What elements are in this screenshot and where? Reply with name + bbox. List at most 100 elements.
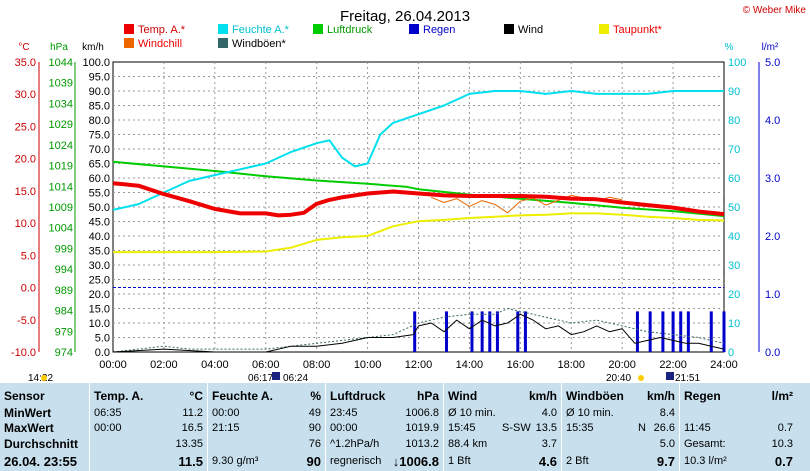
sensor-title: Sensor bbox=[4, 389, 45, 403]
temp-tick-label: -10.0 bbox=[11, 347, 36, 359]
series-layer bbox=[112, 90, 726, 353]
wind-tick-label: 85.0 bbox=[89, 101, 110, 113]
sunset-time: 20:40 bbox=[606, 373, 631, 383]
rain-bar bbox=[470, 311, 474, 352]
time-tick-label: 16:00 bbox=[507, 359, 535, 371]
humidity-min-time: 00:00 bbox=[212, 407, 240, 419]
pressure-tick-label: 989 bbox=[55, 285, 73, 297]
legend-swatch bbox=[599, 24, 609, 34]
humidity-tick-label: 10 bbox=[728, 318, 740, 330]
temp-max: 16.5 bbox=[181, 422, 203, 434]
wind-avg10: 4.0 bbox=[541, 407, 557, 419]
stats-temp: Temp. A. °C 06:35 11.2 00:00 16.5 13.35 11.… bbox=[89, 383, 207, 471]
time-tick-label: 22:00 bbox=[659, 359, 687, 371]
legend-label: Windchill bbox=[138, 38, 182, 50]
rain-bar bbox=[671, 311, 675, 352]
wind-tick-label: 45.0 bbox=[89, 217, 110, 229]
series-line-tempa bbox=[112, 181, 725, 218]
rain-title: Regen bbox=[684, 389, 721, 403]
time-tick-label: 12:00 bbox=[405, 359, 433, 371]
temp-tick-label: 10.0 bbox=[15, 218, 36, 230]
gust-title: Windböen bbox=[566, 389, 624, 403]
temp-min-time: 06:35 bbox=[94, 407, 122, 419]
rain-tick-label: 0.0 bbox=[765, 347, 780, 359]
legend-swatch bbox=[409, 24, 419, 34]
humidity-tick-label: 20 bbox=[728, 289, 740, 301]
rain-tick-label: 1.0 bbox=[765, 289, 780, 301]
legend-swatch bbox=[124, 38, 134, 48]
sunrise-icon bbox=[272, 372, 280, 380]
wind-run: 88.4 km bbox=[448, 438, 488, 450]
pressure-max-time: 00:00 bbox=[330, 422, 358, 434]
legend-label: Luftdruck bbox=[327, 24, 373, 36]
legend-swatch bbox=[313, 24, 323, 34]
humidity-max-time: 21:15 bbox=[212, 422, 240, 434]
rain-bar bbox=[709, 311, 713, 352]
rain-bar bbox=[635, 311, 639, 352]
rain-tick-label: 4.0 bbox=[765, 115, 780, 127]
temp-unit: °C bbox=[189, 389, 203, 403]
rain-max-time: 11:45 bbox=[684, 422, 711, 434]
copyright: © Weber Mike bbox=[743, 5, 807, 16]
wind-tick-label: 70.0 bbox=[89, 144, 110, 156]
temp-min: 11.2 bbox=[182, 407, 203, 419]
time-tick-label: 06:00 bbox=[252, 359, 280, 371]
humidity-tick-label: 50 bbox=[728, 202, 740, 214]
humidity-current: 90 bbox=[306, 454, 321, 469]
pressure-tick-label: 999 bbox=[55, 243, 73, 255]
time-tick-label: 02:00 bbox=[150, 359, 178, 371]
series-line-wind bbox=[112, 313, 725, 353]
humidity-tick-label: 30 bbox=[728, 260, 740, 272]
temp-axis-unit: °C bbox=[18, 42, 29, 53]
sunset-mark: 21:51 bbox=[675, 373, 700, 383]
wind-tick-label: 40.0 bbox=[89, 231, 110, 243]
rain-bar bbox=[480, 311, 484, 352]
sun-icon bbox=[638, 375, 644, 381]
pressure-tick-label: 974 bbox=[55, 347, 73, 359]
legend-swatch bbox=[124, 24, 134, 34]
gust-unit: km/h bbox=[646, 389, 675, 403]
legend-label: Wind bbox=[518, 24, 543, 36]
legend-label: Windböen* bbox=[232, 38, 287, 50]
wind-max: 13.5 bbox=[535, 422, 557, 434]
temp-current: 11.5 bbox=[178, 454, 203, 469]
rain-bar bbox=[495, 311, 499, 352]
pressure-title: Luftdruck bbox=[330, 389, 386, 403]
rain-bar bbox=[445, 311, 449, 352]
chart-title: Freitag, 26.04.2013 bbox=[340, 8, 470, 25]
rain-total: 10.3 bbox=[771, 438, 793, 450]
pressure-tick-label: 1019 bbox=[49, 161, 73, 173]
wind-tick-label: 25.0 bbox=[89, 275, 110, 287]
wind-tick-label: 95.0 bbox=[89, 72, 110, 84]
pressure-tick-label: 1029 bbox=[49, 119, 73, 131]
legend-swatch bbox=[218, 38, 228, 48]
sunrise-time: 06:17 bbox=[248, 373, 273, 383]
row-label-min: MinWert bbox=[4, 406, 52, 420]
rain-day-total: 10.3 l/m² bbox=[684, 455, 727, 467]
rain-bar bbox=[523, 311, 527, 352]
temp-avg: 13.35 bbox=[175, 438, 203, 450]
pressure-tick-label: 1044 bbox=[49, 57, 73, 69]
temp-tick-label: 30.0 bbox=[15, 89, 36, 101]
rain-current: 0.7 bbox=[774, 454, 793, 469]
pressure-current: ↓1006.8 bbox=[392, 454, 439, 469]
temp-max-time: 00:00 bbox=[94, 422, 122, 434]
stats-pressure: Luftdruck hPa 23:45 1006.8 00:00 1019.9 ^1.… bbox=[325, 383, 443, 471]
wind-avg-label: Ø 10 min. bbox=[448, 407, 496, 419]
pressure-tick-label: 984 bbox=[55, 306, 73, 318]
rain-unit: l/m² bbox=[771, 389, 793, 403]
absolute-humidity: 9.30 g/m³ bbox=[212, 455, 259, 467]
gust-bft: 2 Bft bbox=[566, 455, 589, 467]
temp-tick-label: 20.0 bbox=[15, 154, 36, 166]
temp-tick-label: 5.0 bbox=[21, 250, 36, 262]
legend-label: Temp. A.* bbox=[138, 24, 186, 36]
wind-title: Wind bbox=[448, 389, 478, 403]
temp-tick-label: 35.0 bbox=[15, 57, 36, 69]
temp-tick-label: 25.0 bbox=[15, 121, 36, 133]
wind-direction: S-SW bbox=[502, 422, 531, 434]
wind-avg: 3.7 bbox=[541, 438, 557, 450]
gust-max-time: 15:35 bbox=[566, 422, 594, 434]
wind-tick-label: 60.0 bbox=[89, 173, 110, 185]
legend: Temp. A.* Feuchte A.* Luftdruck Regen Wind Ta… bbox=[124, 24, 663, 50]
time-tick-label: 08:00 bbox=[303, 359, 331, 371]
